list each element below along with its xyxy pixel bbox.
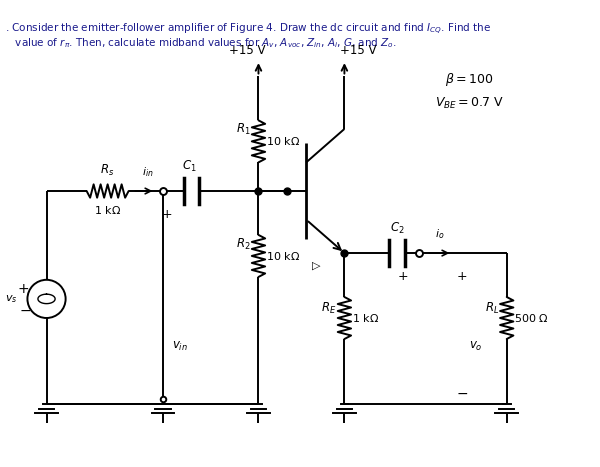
Text: $i_{in}$: $i_{in}$	[142, 165, 154, 178]
Text: 10 k$\Omega$: 10 k$\Omega$	[266, 135, 300, 148]
Text: +: +	[457, 270, 467, 283]
Text: $V_{BE}  = 0.7$ V: $V_{BE} = 0.7$ V	[435, 96, 504, 111]
Text: $\beta = 100$: $\beta = 100$	[445, 71, 493, 88]
Text: $R_E$: $R_E$	[322, 301, 337, 316]
Text: −: −	[456, 387, 467, 401]
Text: $R_s$: $R_s$	[100, 163, 115, 177]
Text: $v_o$: $v_o$	[469, 340, 483, 353]
Text: +15 V: +15 V	[340, 44, 376, 57]
Text: . Consider the emitter-follower amplifier of Figure 4. Draw the dc circuit and f: . Consider the emitter-follower amplifie…	[5, 22, 491, 37]
Text: +: +	[161, 208, 172, 221]
Text: +: +	[18, 283, 29, 297]
Text: $v_{in}$: $v_{in}$	[172, 340, 188, 353]
Text: 1 k$\Omega$: 1 k$\Omega$	[352, 312, 379, 324]
Text: $v_s$: $v_s$	[5, 293, 18, 305]
Text: +: +	[397, 270, 408, 283]
Text: 10 k$\Omega$: 10 k$\Omega$	[266, 250, 300, 262]
Text: −: −	[20, 304, 31, 318]
Text: $R_L$: $R_L$	[485, 301, 499, 316]
Text: $R_1$: $R_1$	[236, 122, 251, 137]
Text: $R_2$: $R_2$	[236, 237, 251, 252]
Text: 500 $\Omega$: 500 $\Omega$	[514, 312, 549, 324]
Text: value of $r_{\pi}$. Then, calculate midband values for $A_v$, $A_{voc}$, $Z_{in}: value of $r_{\pi}$. Then, calculate midb…	[5, 36, 397, 50]
Text: $C_2$: $C_2$	[389, 221, 404, 236]
Text: $\triangleright$: $\triangleright$	[311, 259, 321, 272]
Text: 1 k$\Omega$: 1 k$\Omega$	[94, 205, 121, 216]
Text: $i_o$: $i_o$	[435, 227, 445, 241]
Text: +15 V: +15 V	[229, 44, 265, 57]
Text: $C_1$: $C_1$	[182, 159, 197, 174]
